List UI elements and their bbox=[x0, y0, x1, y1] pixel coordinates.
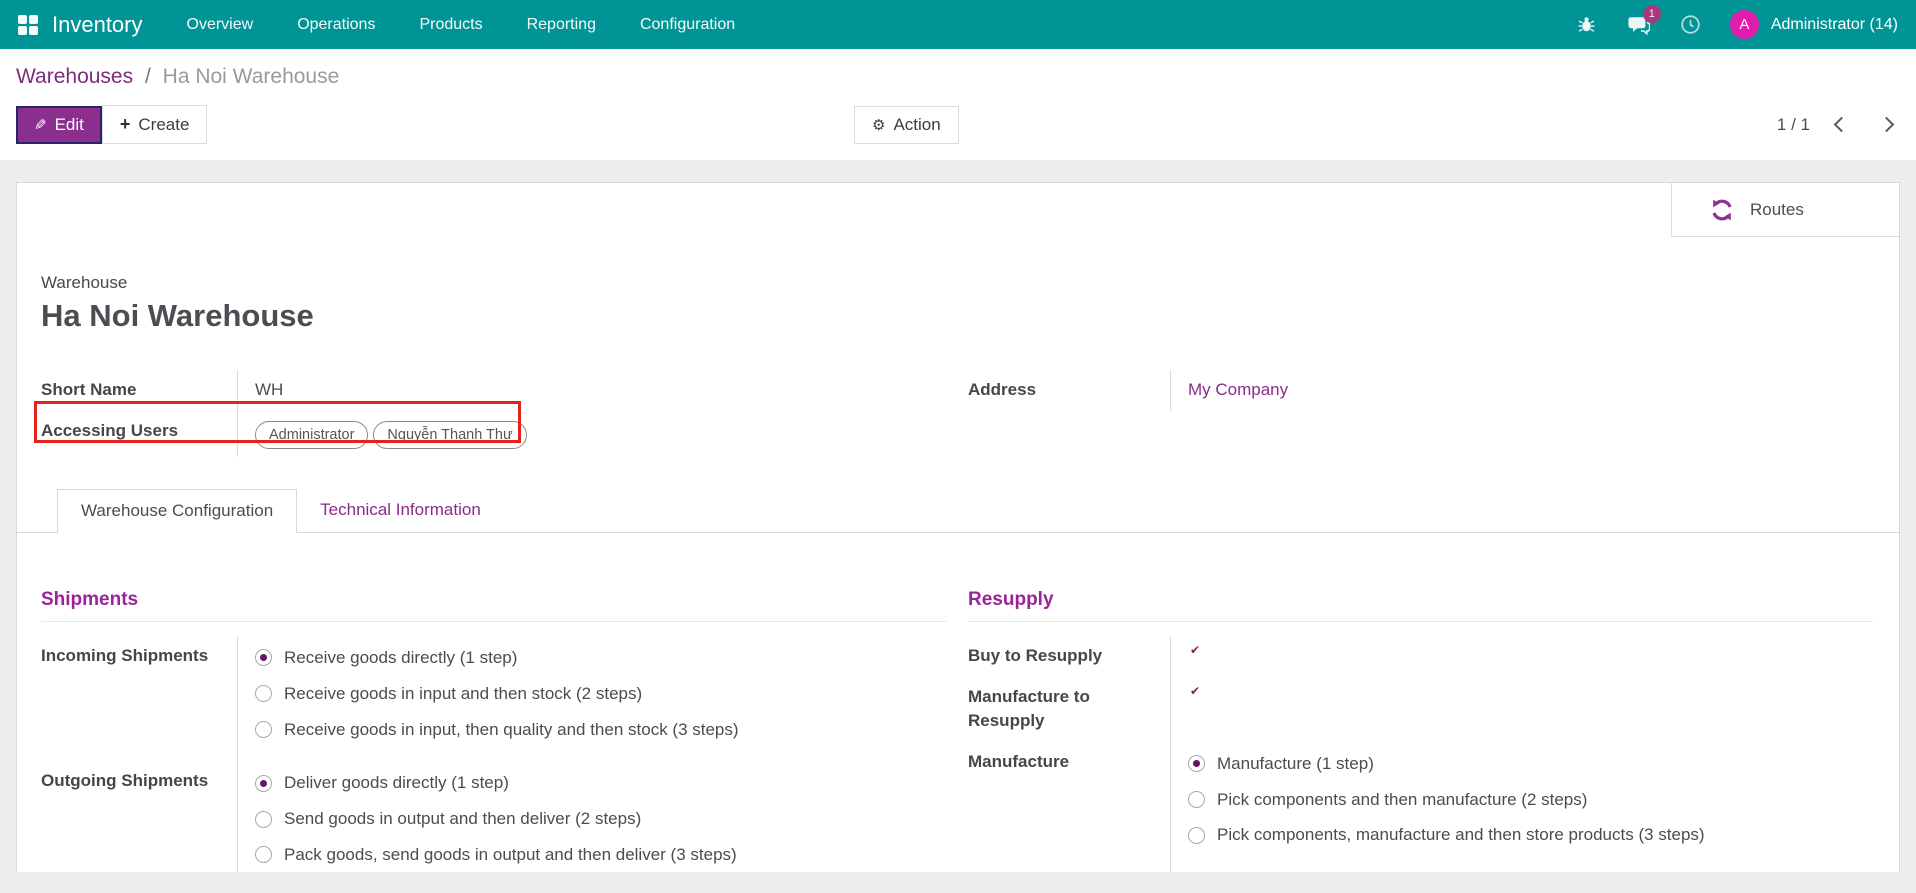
toolbar: ✎ Edit + Create ⚙ Action 1 / 1 bbox=[16, 105, 1900, 144]
refresh-icon bbox=[1712, 199, 1732, 220]
pencil-icon: ✎ bbox=[34, 116, 47, 134]
radio-icon[interactable] bbox=[255, 720, 272, 738]
routes-button-label: Routes bbox=[1750, 199, 1804, 219]
accessing-users-tags: Administrator Nguyễn Thanh Thư bbox=[255, 419, 946, 449]
accessing-users-label: Accessing Users bbox=[41, 420, 179, 440]
option-manufacture-2-steps[interactable]: Pick components and then manufacture (2 … bbox=[1188, 788, 1873, 812]
manufacture-to-resupply-row: Manufacture to Resupply bbox=[968, 676, 1873, 742]
address-company-link[interactable]: My Company bbox=[1188, 380, 1289, 399]
messages-icon[interactable]: 1 bbox=[1626, 4, 1661, 38]
incoming-shipments-row: Incoming Shipments Receive goods directl… bbox=[41, 635, 946, 762]
option-receive-2-steps[interactable]: Receive goods in input and then stock (2… bbox=[255, 682, 946, 706]
menu-products[interactable]: Products bbox=[419, 15, 483, 33]
message-count-badge: 1 bbox=[1642, 4, 1661, 23]
user-menu[interactable]: Administrator (14) bbox=[1770, 15, 1898, 33]
option-receive-3-steps[interactable]: Receive goods in input, then quality and… bbox=[255, 718, 946, 742]
warehouse-field-label: Warehouse bbox=[41, 273, 128, 292]
stat-button-box: Routes bbox=[17, 183, 1899, 237]
control-panel: Warehouses / Ha Noi Warehouse ✎ Edit + C… bbox=[0, 49, 1916, 160]
routes-button[interactable]: Routes bbox=[1671, 183, 1899, 237]
action-button[interactable]: ⚙ Action bbox=[854, 105, 959, 144]
resupply-title: Resupply bbox=[968, 589, 1873, 622]
right-field-group: Address My Company bbox=[968, 370, 1873, 457]
buy-to-resupply-label: Buy to Resupply bbox=[968, 645, 1103, 665]
menu-configuration[interactable]: Configuration bbox=[639, 15, 736, 33]
short-name-value: WH bbox=[237, 370, 946, 411]
accessing-users-row: Accessing Users Administrator Nguyễn Tha… bbox=[41, 410, 946, 457]
radio-icon[interactable] bbox=[1188, 791, 1205, 809]
shipments-title: Shipments bbox=[41, 589, 946, 622]
outgoing-shipments-row: Outgoing Shipments Deliver goods directl… bbox=[41, 761, 946, 872]
short-name-label: Short Name bbox=[41, 380, 137, 399]
notebook-tabs: Warehouse Configuration Technical Inform… bbox=[17, 488, 1899, 533]
address-label: Address bbox=[968, 380, 1037, 399]
apps-grid-icon[interactable] bbox=[18, 14, 38, 35]
tab-panel: Shipments Incoming Shipments Receive goo… bbox=[17, 533, 1899, 872]
bug-icon[interactable] bbox=[1574, 12, 1600, 38]
top-navbar: Inventory Overview Operations Products R… bbox=[0, 0, 1916, 49]
radio-selected-icon[interactable] bbox=[1188, 755, 1205, 773]
resupply-from-row: Resupply From Kho Hải Phòng bbox=[968, 867, 1873, 872]
manufacture-to-resupply-label: Manufacture to Resupply bbox=[968, 686, 1090, 731]
activity-clock-icon[interactable] bbox=[1678, 12, 1704, 38]
app-name[interactable]: Inventory bbox=[52, 11, 143, 37]
manufacture-label: Manufacture bbox=[968, 751, 1070, 771]
create-button[interactable]: + Create bbox=[101, 105, 208, 144]
radio-icon[interactable] bbox=[255, 685, 272, 703]
left-field-group: Short Name WH Accessing Users Administra… bbox=[41, 370, 946, 457]
action-button-label: Action bbox=[893, 114, 941, 134]
edit-button-label: Edit bbox=[54, 114, 84, 134]
buy-to-resupply-row: Buy to Resupply bbox=[968, 635, 1873, 677]
radio-selected-icon[interactable] bbox=[255, 649, 272, 667]
breadcrumb-separator: / bbox=[144, 65, 151, 88]
radio-icon[interactable] bbox=[1188, 826, 1205, 844]
warehouse-form-card: Routes Warehouse Ha Noi Warehouse Short … bbox=[16, 182, 1900, 872]
user-tag[interactable]: Nguyễn Thanh Thư bbox=[373, 420, 527, 449]
option-receive-1-step[interactable]: Receive goods directly (1 step) bbox=[255, 646, 946, 670]
user-tag[interactable]: Administrator bbox=[255, 420, 369, 449]
incoming-shipments-label: Incoming Shipments bbox=[41, 645, 209, 665]
outgoing-shipments-label: Outgoing Shipments bbox=[41, 771, 209, 791]
edit-button[interactable]: ✎ Edit bbox=[16, 105, 102, 144]
chevron-right-icon[interactable] bbox=[1878, 116, 1895, 133]
option-manufacture-3-steps[interactable]: Pick components, manufacture and then st… bbox=[1188, 823, 1873, 847]
tab-technical-information[interactable]: Technical Information bbox=[320, 499, 481, 519]
shipments-section: Shipments Incoming Shipments Receive goo… bbox=[41, 589, 946, 872]
resupply-section: Resupply Buy to Resupply Manufacture to … bbox=[968, 589, 1873, 872]
avatar[interactable]: A bbox=[1729, 10, 1759, 39]
breadcrumb-warehouses[interactable]: Warehouses bbox=[16, 65, 134, 88]
page-title: Ha Noi Warehouse bbox=[41, 298, 314, 333]
pager: 1 / 1 bbox=[1777, 115, 1900, 135]
chevron-left-icon[interactable] bbox=[1833, 116, 1850, 133]
resupply-from-label: Resupply From bbox=[968, 867, 1170, 872]
menu-reporting[interactable]: Reporting bbox=[526, 15, 596, 33]
radio-icon[interactable] bbox=[255, 810, 272, 828]
tab-warehouse-configuration[interactable]: Warehouse Configuration bbox=[57, 488, 298, 533]
manufacture-row: Manufacture Manufacture (1 step) Pick co… bbox=[968, 741, 1873, 868]
gear-icon: ⚙ bbox=[872, 116, 886, 134]
pager-count: 1 / 1 bbox=[1776, 114, 1810, 134]
page-body: Routes Warehouse Ha Noi Warehouse Short … bbox=[0, 160, 1916, 872]
option-deliver-2-steps[interactable]: Send goods in output and then deliver (2… bbox=[255, 807, 946, 831]
menu-overview[interactable]: Overview bbox=[186, 15, 254, 33]
breadcrumb-current: Ha Noi Warehouse bbox=[162, 65, 340, 88]
main-menu: Overview Operations Products Reporting C… bbox=[187, 16, 736, 34]
radio-icon[interactable] bbox=[255, 846, 272, 864]
create-button-label: Create bbox=[138, 114, 190, 134]
plus-icon: + bbox=[119, 114, 131, 134]
short-name-row: Short Name WH bbox=[41, 370, 946, 411]
option-manufacture-1-step[interactable]: Manufacture (1 step) bbox=[1188, 752, 1873, 776]
address-row: Address My Company bbox=[968, 370, 1873, 411]
top-field-groups: Short Name WH Accessing Users Administra… bbox=[17, 370, 1899, 457]
radio-selected-icon[interactable] bbox=[255, 774, 272, 792]
breadcrumb: Warehouses / Ha Noi Warehouse bbox=[16, 65, 1900, 89]
option-deliver-1-step[interactable]: Deliver goods directly (1 step) bbox=[255, 771, 946, 795]
menu-operations[interactable]: Operations bbox=[297, 15, 376, 33]
option-deliver-3-steps[interactable]: Pack goods, send goods in output and the… bbox=[255, 843, 946, 867]
